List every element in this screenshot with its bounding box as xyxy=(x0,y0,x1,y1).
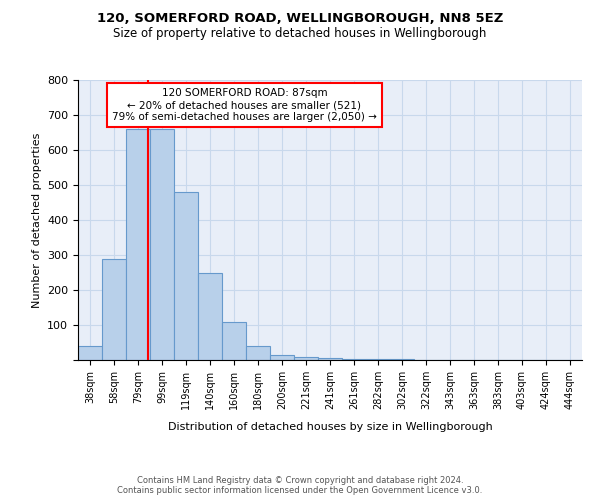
Bar xyxy=(270,355,294,360)
Text: Contains HM Land Registry data © Crown copyright and database right 2024.
Contai: Contains HM Land Registry data © Crown c… xyxy=(118,476,482,495)
Text: 120, SOMERFORD ROAD, WELLINGBOROUGH, NN8 5EZ: 120, SOMERFORD ROAD, WELLINGBOROUGH, NN8… xyxy=(97,12,503,26)
Bar xyxy=(294,357,318,360)
Y-axis label: Number of detached properties: Number of detached properties xyxy=(32,132,41,308)
Bar xyxy=(174,192,198,360)
Bar xyxy=(78,346,102,360)
Bar xyxy=(342,359,366,360)
Text: Distribution of detached houses by size in Wellingborough: Distribution of detached houses by size … xyxy=(167,422,493,432)
Bar xyxy=(126,129,150,360)
Bar xyxy=(246,346,270,360)
Text: Size of property relative to detached houses in Wellingborough: Size of property relative to detached ho… xyxy=(113,28,487,40)
Text: 120 SOMERFORD ROAD: 87sqm
← 20% of detached houses are smaller (521)
79% of semi: 120 SOMERFORD ROAD: 87sqm ← 20% of detac… xyxy=(112,88,377,122)
Bar xyxy=(318,358,342,360)
Bar xyxy=(222,322,246,360)
Bar xyxy=(150,129,174,360)
Bar xyxy=(198,272,222,360)
Bar xyxy=(102,258,126,360)
